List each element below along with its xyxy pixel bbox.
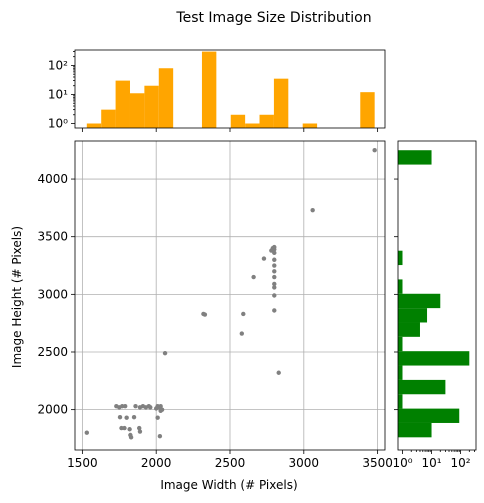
x-tick-label: 2000 (141, 456, 172, 470)
scatter-point (272, 274, 277, 280)
scatter-point (137, 425, 142, 431)
scatter-point (372, 148, 377, 153)
top-hist-bar (129, 93, 145, 128)
scatter-point (159, 407, 165, 412)
top-hist-frame (74, 49, 386, 129)
y-axis-label: Image Height (# Pixels) (10, 226, 24, 368)
scatter-point (124, 415, 129, 420)
scatter-point (158, 403, 163, 409)
top-hist-bar (273, 78, 289, 128)
right-hist-bar (398, 422, 432, 438)
right-hist-x-tick-label: 10¹ (421, 456, 441, 470)
scatter-point (272, 285, 277, 290)
right-histogram: 10⁰ 10¹ 10² (392, 140, 477, 470)
scatter-point (272, 281, 277, 287)
scatter-point (117, 414, 123, 420)
top-hist-bar (245, 123, 260, 128)
top-hist-bar (158, 68, 174, 128)
top-hist-bar (201, 51, 217, 128)
x-tick-label: 3000 (289, 456, 320, 470)
top-hist-bar (115, 80, 130, 128)
scatter-point (162, 350, 168, 356)
scatter-point (272, 263, 277, 268)
chart-title: Test Image Size Distribution (175, 10, 371, 26)
scatter-point (276, 370, 281, 375)
scatter-point (261, 256, 267, 261)
top-hist-bar (230, 114, 246, 128)
y-tick-label: 3000 (37, 287, 68, 301)
right-hist-bar (398, 379, 446, 395)
y-tick-label: 3500 (37, 230, 68, 244)
scatter-point (133, 403, 138, 409)
scatter-point (272, 293, 277, 298)
y-tick-label: 4000 (37, 172, 68, 186)
right-hist-bar (398, 308, 428, 323)
scatter-point (202, 312, 208, 317)
scatter-point (131, 414, 137, 420)
x-axis-label: Image Width (# Pixels) (160, 478, 297, 492)
top-hist-y-tick-label: 10² (48, 58, 68, 72)
scatter-point (272, 257, 277, 262)
right-hist-bar (398, 336, 403, 352)
right-hist-bar (398, 351, 470, 366)
right-hist-x-tick-label: 10² (451, 456, 471, 470)
scatter-point (128, 435, 134, 440)
scatter-point (272, 250, 277, 256)
scatter-point (155, 415, 160, 420)
scatter-point (127, 427, 132, 432)
scatter-point (148, 405, 153, 410)
y-tick-label: 2000 (37, 403, 68, 417)
top-hist-bar (101, 109, 116, 128)
scatter-plot: 1500 2000 2500 3000 3500 2000 2500 3000 3500 4000 (37, 140, 393, 470)
scatter-point (272, 308, 277, 313)
scatter-point (272, 244, 277, 250)
right-hist-bar (398, 394, 403, 409)
scatter-point (251, 274, 256, 280)
top-hist-bar (259, 114, 274, 128)
right-hist-bar (398, 293, 441, 309)
right-hist-x-tick-label: 10⁰ (392, 456, 412, 470)
top-hist-y-tick-label: 10¹ (48, 87, 68, 101)
x-tick-label: 1500 (67, 456, 98, 470)
scatter-point (239, 331, 245, 336)
right-hist-frame (397, 140, 477, 451)
top-hist-bar (86, 123, 102, 128)
scatter-point (157, 433, 163, 439)
scatter-point (122, 425, 127, 431)
x-tick-label: 3500 (362, 456, 393, 470)
scatter-point (122, 403, 128, 409)
right-hist-bar (398, 408, 460, 423)
scatter-frame (74, 140, 386, 451)
top-hist-bar (360, 92, 375, 128)
scatter-point (272, 269, 277, 274)
scatter-point (310, 207, 315, 213)
top-histogram: 10⁰ 10¹ 10² (48, 49, 386, 132)
right-hist-bar (398, 322, 420, 337)
scatter-point (241, 311, 246, 317)
right-hist-bar (398, 279, 403, 294)
top-hist-bar (302, 123, 318, 128)
y-tick-label: 2500 (37, 345, 68, 359)
scatter-point (84, 430, 90, 435)
right-hist-bar (398, 150, 432, 165)
right-hist-bar (398, 250, 403, 266)
top-hist-y-tick-label: 10⁰ (48, 117, 68, 131)
right-hist-bar (398, 365, 403, 380)
x-tick-label: 2500 (215, 456, 246, 470)
scatter-point (137, 429, 143, 434)
top-hist-bar (144, 85, 159, 128)
